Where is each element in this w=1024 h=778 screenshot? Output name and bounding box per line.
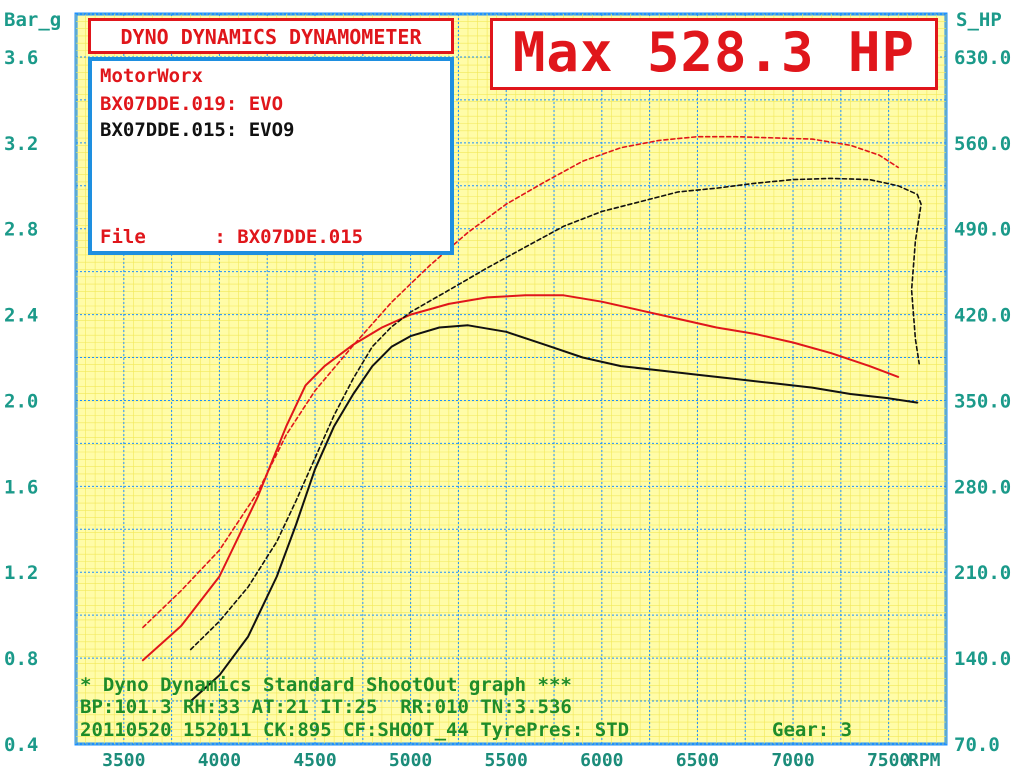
y-left-tick-label: 2.0 (4, 390, 38, 412)
x-tick-label: 7000 (771, 750, 814, 771)
legend-shop-name: MotorWorx (100, 65, 203, 87)
legend-panel: MotorWorx BX07DDE.019: EVO BX07DDE.015: … (88, 57, 454, 255)
y-right-tick-label: 560.0 (954, 133, 1011, 155)
y-right-tick-label: 140.0 (954, 648, 1011, 670)
x-tick-label: 5500 (485, 750, 528, 771)
y-right-tick-label: 210.0 (954, 562, 1011, 584)
y-right-tick-label: 350.0 (954, 390, 1011, 412)
y-left-tick-label: 1.2 (4, 562, 38, 584)
left-axis-title: Bar_g (4, 9, 61, 31)
x-tick-label: 6500 (676, 750, 719, 771)
y-right-tick-label: 70.0 (954, 734, 1000, 756)
series-line-black-boost (189, 324, 919, 703)
y-right-tick-label: 630.0 (954, 47, 1011, 69)
x-tick-label: 6000 (580, 750, 623, 771)
dynamometer-title-box: DYNO DYNAMICS DYNAMOMETER (88, 18, 454, 54)
y-left-tick-label: 0.4 (4, 734, 38, 756)
y-right-tick-label: 280.0 (954, 476, 1011, 498)
info-line-run-details: 20110520 152011 CK:895 CF:SHOOT_44 TyreP… (80, 719, 630, 741)
y-right-tick-label: 490.0 (954, 219, 1011, 241)
legend-run-red: BX07DDE.019: EVO (100, 93, 284, 115)
info-gear: Gear: 3 (772, 719, 853, 741)
y-left-tick-label: 2.8 (4, 219, 38, 241)
right-axis-title: S_HP (956, 9, 1002, 31)
y-left-tick-label: 3.2 (4, 133, 38, 155)
y-left-tick-label: 0.8 (4, 648, 38, 670)
max-hp-value: Max 528.3 HP (512, 21, 916, 84)
y-right-tick-label: 420.0 (954, 305, 1011, 327)
max-hp-box: Max 528.3 HP (490, 18, 938, 90)
x-tick-label: 5000 (389, 750, 432, 771)
legend-run-black: BX07DDE.015: EVO9 (100, 119, 295, 141)
x-tick-label: 3500 (102, 750, 145, 771)
x-tick-label: 7500 (867, 750, 910, 771)
dynamometer-title: DYNO DYNAMICS DYNAMOMETER (120, 25, 422, 49)
x-tick-label: 4500 (293, 750, 336, 771)
y-left-tick-label: 1.6 (4, 476, 38, 498)
series-line-black-power (189, 177, 922, 651)
info-line-conditions: BP:101.3 RH:33 AT:21 IT:25 RR:010 TN:3.5… (80, 696, 572, 718)
y-left-tick-label: 3.6 (4, 47, 38, 69)
series-line-red-boost (141, 294, 900, 662)
legend-file-name: File : BX07DDE.015 (100, 226, 364, 248)
series-line-red-power (142, 135, 899, 629)
info-line-graph-type: * Dyno Dynamics Standard ShootOut graph … (80, 674, 572, 696)
x-tick-label: 4000 (198, 750, 241, 771)
x-axis-unit-label: RPM (908, 750, 941, 771)
y-left-tick-label: 2.4 (4, 305, 38, 327)
run-info-panel: * Dyno Dynamics Standard ShootOut graph … (76, 672, 946, 744)
